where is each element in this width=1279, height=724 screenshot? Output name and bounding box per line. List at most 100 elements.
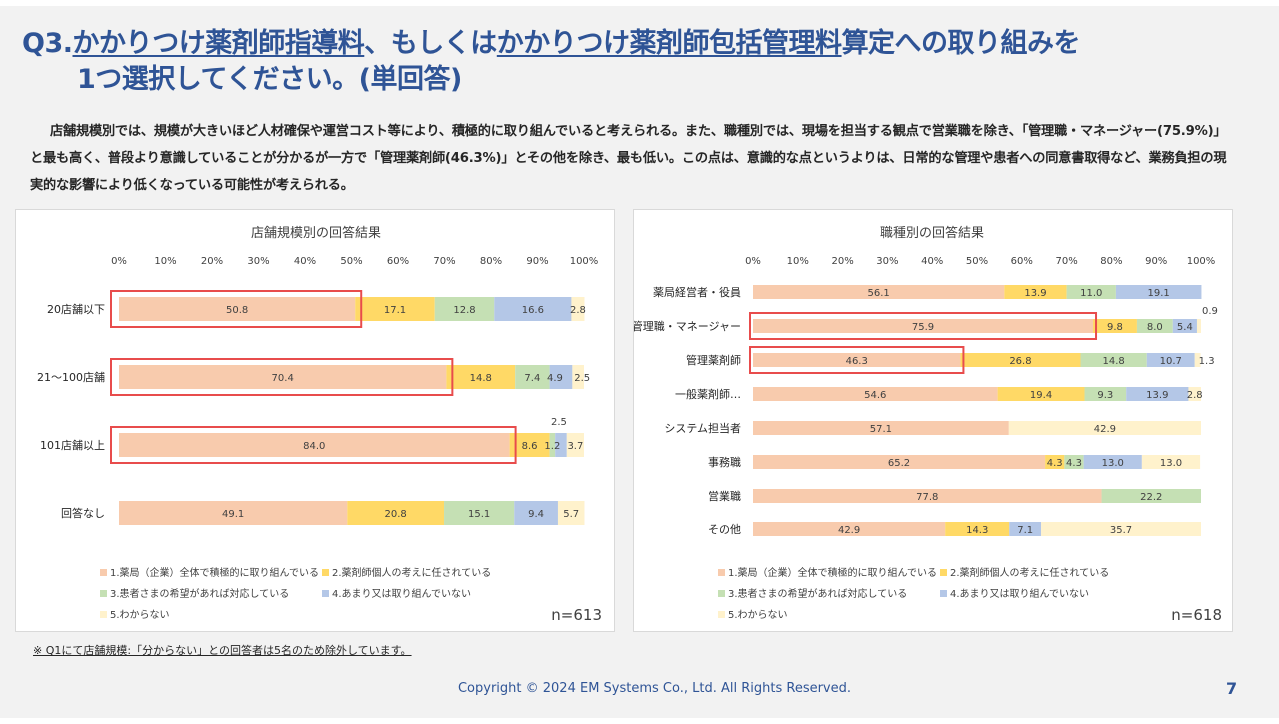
category-label: 管理薬剤師 bbox=[686, 353, 741, 367]
bar-segment bbox=[119, 297, 356, 321]
data-label: 9.8 bbox=[1107, 322, 1123, 333]
x-tick-label: 40% bbox=[294, 256, 316, 267]
category-label: 薬局経営者・役員 bbox=[653, 285, 741, 299]
legend-swatch bbox=[100, 611, 107, 618]
footnote: ※ Q1にて店舗規模:「分からない」との回答者は5名のため除外しています。 bbox=[33, 644, 412, 657]
data-label: 19.1 bbox=[1148, 288, 1170, 299]
chart-panel-job-type: 職種別の回答結果 0% 10% 20% 30% 40% 50% 60% 70% 80% 90% 100… bbox=[633, 209, 1233, 632]
bar-segment bbox=[549, 365, 573, 389]
x-tick-label: 40% bbox=[921, 256, 943, 267]
bottom-border bbox=[0, 718, 1279, 724]
bar-segment bbox=[753, 489, 1102, 503]
bar-segment bbox=[1126, 387, 1189, 401]
x-tick-label: 20% bbox=[831, 256, 853, 267]
data-label: 57.1 bbox=[870, 424, 892, 435]
data-label: 22.2 bbox=[1140, 492, 1162, 503]
data-label: 15.1 bbox=[468, 509, 490, 520]
data-label: 3.7 bbox=[567, 441, 583, 452]
bar-segment bbox=[753, 285, 1005, 299]
bar-segment bbox=[515, 365, 550, 389]
data-label: 13.0 bbox=[1102, 458, 1124, 469]
bar-segment bbox=[1045, 455, 1065, 469]
bar-segment bbox=[1041, 522, 1201, 536]
bar-segment bbox=[514, 501, 558, 525]
bar-segment bbox=[434, 297, 495, 321]
x-tick-label: 100% bbox=[1187, 256, 1216, 267]
data-label: 49.1 bbox=[222, 509, 244, 520]
legend-entry: 5.わからない bbox=[110, 609, 170, 621]
category-label: その他 bbox=[708, 523, 741, 536]
data-label: 1.2 bbox=[544, 441, 560, 452]
x-tick-label: 30% bbox=[247, 256, 269, 267]
bar-segment bbox=[997, 387, 1085, 401]
bar-segment bbox=[753, 387, 998, 401]
title-prefix: Q3. bbox=[22, 28, 73, 59]
data-label: 5.7 bbox=[563, 509, 579, 520]
category-label: 営業職 bbox=[708, 489, 741, 503]
bar-segment bbox=[119, 433, 510, 457]
data-label: 77.8 bbox=[916, 492, 938, 503]
chart-store-size: 店舗規模別の回答結果 0% 10% 20% 30% 40% 50% 60% 70% 80% 90% 1… bbox=[37, 225, 602, 624]
legend-entry: 4.あまり又は取り組んでいない bbox=[332, 587, 471, 600]
x-tick-label: 60% bbox=[1011, 256, 1033, 267]
data-label: 26.8 bbox=[1009, 356, 1031, 367]
highlight-box bbox=[110, 426, 517, 464]
highlight-box bbox=[749, 312, 1098, 340]
category-label: 101店舗以上 bbox=[40, 438, 105, 452]
x-tick-label: 0% bbox=[111, 256, 127, 267]
data-label: 13.0 bbox=[1160, 458, 1182, 469]
data-label: 13.9 bbox=[1024, 288, 1046, 299]
x-tick-label: 90% bbox=[1145, 256, 1167, 267]
data-label: 7.4 bbox=[524, 373, 540, 384]
category-label: 回答なし bbox=[61, 506, 105, 520]
title-line-2: 1つ選択してください。(単回答) bbox=[77, 64, 462, 95]
bar-segment bbox=[945, 522, 1010, 536]
legend-entry: 3.患者さまの希望があれば対応している bbox=[728, 587, 907, 600]
data-label: 14.8 bbox=[1103, 356, 1125, 367]
copyright: Copyright © 2024 EM Systems Co., Ltd. Al… bbox=[457, 681, 852, 696]
title-underlined-term-1: かかりつけ薬剤師指導料 bbox=[72, 28, 365, 59]
bar-segment bbox=[1083, 455, 1142, 469]
bar-segment bbox=[119, 501, 348, 525]
legend-swatch bbox=[322, 590, 329, 597]
data-label: 50.8 bbox=[226, 305, 248, 316]
bar-segment bbox=[1093, 319, 1137, 333]
data-label: 12.8 bbox=[453, 305, 475, 316]
bar-segment bbox=[753, 421, 1009, 435]
data-label: 8.6 bbox=[522, 441, 538, 452]
bar-segment bbox=[1008, 421, 1201, 435]
data-label: 2.8 bbox=[570, 305, 586, 316]
x-tick-label: 50% bbox=[340, 256, 362, 267]
bar-segment bbox=[1101, 489, 1201, 503]
data-label: 20.8 bbox=[385, 509, 407, 520]
title-underlined-term-2: かかりつけ薬剤師包括管理料 bbox=[496, 28, 842, 59]
bar-segment bbox=[1064, 455, 1084, 469]
bar-segment bbox=[753, 353, 961, 367]
chart-title: 店舗規模別の回答結果 bbox=[251, 225, 381, 241]
legend-entry: 4.あまり又は取り組んでいない bbox=[950, 587, 1089, 600]
bar-segment bbox=[355, 297, 435, 321]
legend-swatch bbox=[718, 590, 725, 597]
data-label: 14.3 bbox=[966, 525, 988, 536]
bar-segment bbox=[1172, 319, 1197, 333]
bar-segment bbox=[753, 455, 1046, 469]
bar-segment bbox=[347, 501, 445, 525]
bar-segment bbox=[960, 353, 1081, 367]
data-label: 42.9 bbox=[838, 525, 860, 536]
bar-segment bbox=[555, 433, 567, 457]
bar-segment bbox=[753, 319, 1094, 333]
category-label: 管理職・マネージャー bbox=[634, 319, 741, 333]
bar-segment bbox=[119, 365, 447, 389]
category-label: 20店舗以下 bbox=[47, 302, 105, 316]
data-label: 0.9 bbox=[1202, 306, 1218, 317]
bar-segment bbox=[1146, 353, 1195, 367]
category-label: 21～100店舗 bbox=[37, 370, 105, 384]
bar-segment bbox=[1136, 319, 1173, 333]
legend-entry: 1.薬局（企業）全体で積極的に取り組んでいる bbox=[110, 566, 319, 579]
chart-title: 職種別の回答結果 bbox=[880, 225, 984, 241]
data-label: 4.3 bbox=[1047, 458, 1063, 469]
x-tick-label: 0% bbox=[745, 256, 761, 267]
bar-segment bbox=[1084, 387, 1127, 401]
data-label: 84.0 bbox=[303, 441, 325, 452]
bar-segment bbox=[1080, 353, 1147, 367]
